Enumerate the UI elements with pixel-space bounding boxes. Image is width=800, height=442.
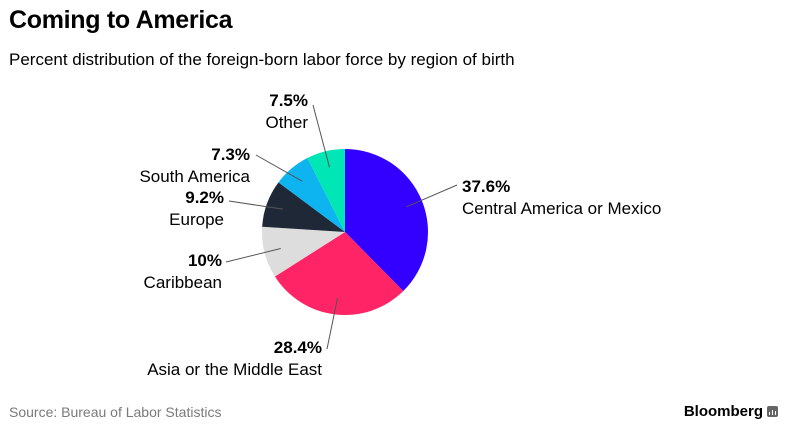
bloomberg-logo-icon (767, 406, 778, 417)
leader-line-caribbean (225, 248, 281, 263)
pie-slices (261, 149, 429, 316)
chart-title: Coming to America (9, 6, 233, 34)
data-label-value-europe: 9.2% (185, 188, 224, 207)
data-label-value-caribbean: 10% (188, 251, 222, 270)
data-label-value-asia-or-the-middle-east: 28.4% (274, 338, 322, 357)
pie-slice-south-america (278, 158, 345, 232)
pie-slice-central-america-or-mexico (345, 149, 429, 292)
leader-line-other (312, 104, 330, 168)
data-label-name-central-america-or-mexico: Central America or Mexico (462, 199, 661, 218)
data-label-value-other: 7.5% (269, 91, 308, 110)
bloomberg-logo: Bloomberg (684, 403, 778, 420)
data-label-name-asia-or-the-middle-east: Asia or the Middle East (147, 360, 322, 379)
pie-labels: 37.6% Central America or Mexico 28.4% Asia … (139, 91, 661, 379)
pie-slice-other (307, 149, 345, 232)
data-label-name-europe: Europe (169, 210, 224, 229)
data-label-name-caribbean: Caribbean (144, 273, 222, 292)
pie-slice-asia-or-the-middle-east (274, 232, 404, 316)
data-label-value-south-america: 7.3% (211, 145, 250, 164)
data-label-name-other: Other (265, 113, 308, 132)
leader-line-central-america-or-mexico (406, 184, 458, 208)
leader-line-europe (228, 200, 283, 210)
leader-line-south-america (255, 154, 303, 182)
chart-subtitle: Percent distribution of the foreign-born… (9, 50, 515, 69)
pie-slice-caribbean (261, 226, 345, 277)
source-note: Source: Bureau of Labor Statistics (9, 404, 222, 420)
data-label-name-south-america: South America (139, 167, 250, 186)
bloomberg-wordmark: Bloomberg (683, 403, 763, 420)
leader-line-asia-or-the-middle-east (326, 297, 338, 350)
pie-slice-europe (262, 182, 345, 232)
data-label-value-central-america-or-mexico: 37.6% (462, 177, 510, 196)
